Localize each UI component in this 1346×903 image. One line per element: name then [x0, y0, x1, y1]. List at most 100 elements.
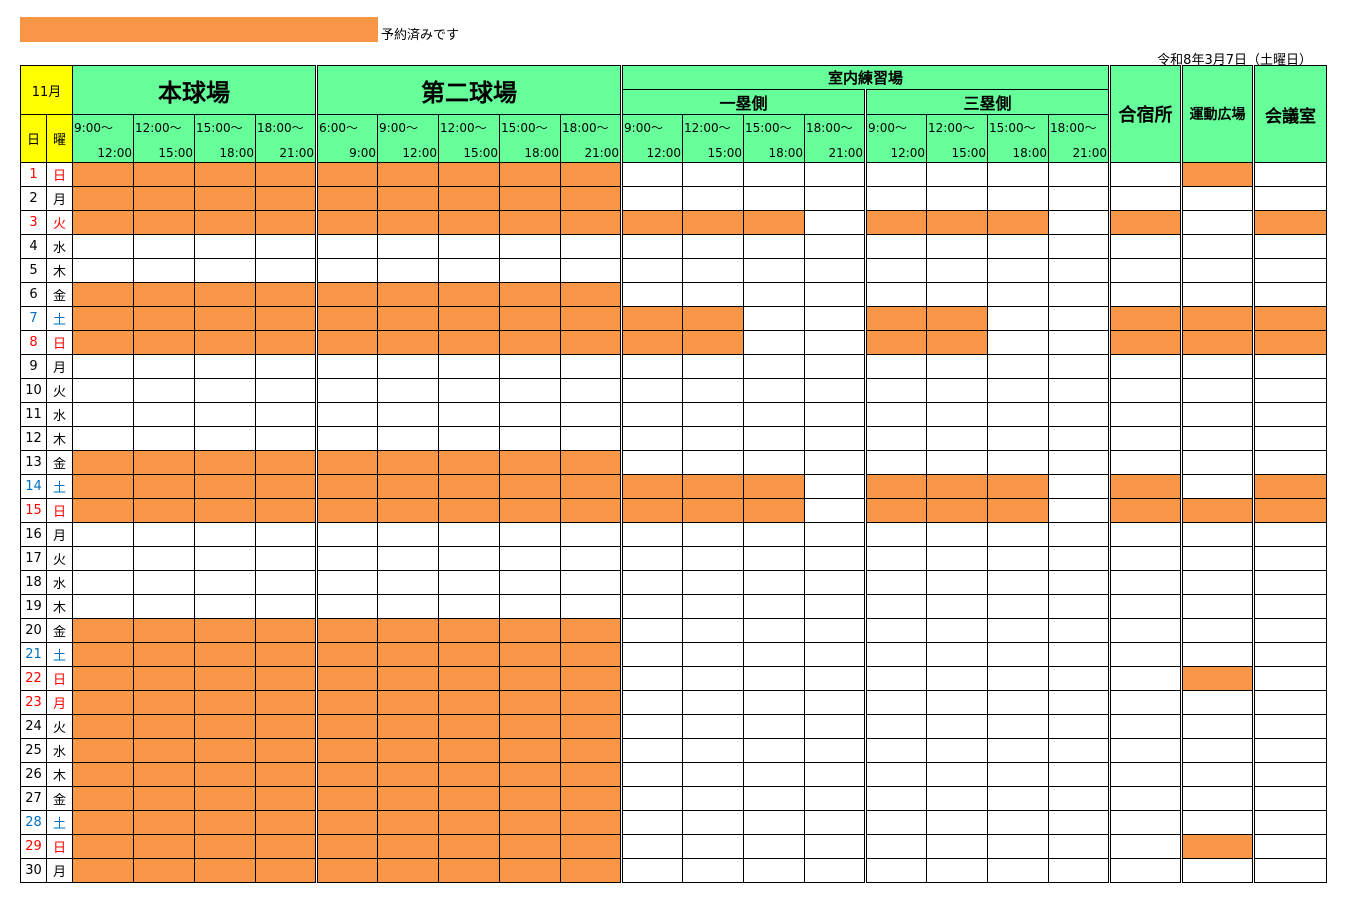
- booked-slot[interactable]: [194, 714, 257, 739]
- booked-slot[interactable]: [255, 330, 318, 355]
- booked-slot[interactable]: [499, 762, 562, 787]
- available-slot[interactable]: [1180, 522, 1255, 547]
- available-slot[interactable]: [620, 522, 684, 547]
- available-slot[interactable]: [743, 282, 806, 307]
- booked-slot[interactable]: [560, 210, 623, 235]
- available-slot[interactable]: [926, 522, 989, 547]
- available-slot[interactable]: [1180, 738, 1255, 763]
- booked-slot[interactable]: [864, 210, 928, 235]
- available-slot[interactable]: [864, 642, 928, 667]
- booked-slot[interactable]: [926, 210, 989, 235]
- booked-slot[interactable]: [133, 858, 196, 883]
- booked-slot[interactable]: [133, 834, 196, 859]
- available-slot[interactable]: [499, 522, 562, 547]
- booked-slot[interactable]: [499, 474, 562, 499]
- available-slot[interactable]: [1180, 786, 1255, 811]
- booked-slot[interactable]: [315, 306, 379, 331]
- booked-slot[interactable]: [1180, 162, 1255, 187]
- available-slot[interactable]: [1180, 282, 1255, 307]
- available-slot[interactable]: [499, 546, 562, 571]
- booked-slot[interactable]: [255, 162, 318, 187]
- booked-slot[interactable]: [194, 450, 257, 475]
- available-slot[interactable]: [1252, 642, 1328, 667]
- booked-slot[interactable]: [682, 498, 745, 523]
- booked-slot[interactable]: [133, 450, 196, 475]
- available-slot[interactable]: [560, 570, 623, 595]
- available-slot[interactable]: [499, 234, 562, 259]
- available-slot[interactable]: [987, 186, 1050, 211]
- available-slot[interactable]: [926, 642, 989, 667]
- available-slot[interactable]: [1048, 690, 1111, 715]
- available-slot[interactable]: [620, 378, 684, 403]
- booked-slot[interactable]: [72, 666, 135, 691]
- available-slot[interactable]: [1252, 162, 1328, 187]
- booked-slot[interactable]: [133, 306, 196, 331]
- available-slot[interactable]: [72, 594, 135, 619]
- available-slot[interactable]: [1180, 474, 1255, 499]
- available-slot[interactable]: [1180, 570, 1255, 595]
- booked-slot[interactable]: [194, 810, 257, 835]
- booked-slot[interactable]: [377, 474, 440, 499]
- booked-slot[interactable]: [72, 618, 135, 643]
- available-slot[interactable]: [743, 234, 806, 259]
- booked-slot[interactable]: [499, 186, 562, 211]
- available-slot[interactable]: [804, 810, 867, 835]
- available-slot[interactable]: [682, 450, 745, 475]
- available-slot[interactable]: [620, 546, 684, 571]
- available-slot[interactable]: [438, 234, 501, 259]
- available-slot[interactable]: [1048, 810, 1111, 835]
- available-slot[interactable]: [926, 378, 989, 403]
- booked-slot[interactable]: [1252, 306, 1328, 331]
- booked-slot[interactable]: [438, 186, 501, 211]
- available-slot[interactable]: [926, 450, 989, 475]
- available-slot[interactable]: [926, 618, 989, 643]
- booked-slot[interactable]: [133, 330, 196, 355]
- available-slot[interactable]: [315, 570, 379, 595]
- available-slot[interactable]: [926, 402, 989, 427]
- available-slot[interactable]: [1252, 258, 1328, 283]
- available-slot[interactable]: [804, 402, 867, 427]
- booked-slot[interactable]: [438, 450, 501, 475]
- available-slot[interactable]: [1252, 690, 1328, 715]
- available-slot[interactable]: [438, 354, 501, 379]
- available-slot[interactable]: [864, 234, 928, 259]
- available-slot[interactable]: [926, 762, 989, 787]
- booked-slot[interactable]: [987, 210, 1050, 235]
- available-slot[interactable]: [926, 282, 989, 307]
- available-slot[interactable]: [1108, 810, 1183, 835]
- available-slot[interactable]: [864, 354, 928, 379]
- booked-slot[interactable]: [194, 642, 257, 667]
- available-slot[interactable]: [987, 618, 1050, 643]
- booked-slot[interactable]: [560, 450, 623, 475]
- available-slot[interactable]: [682, 810, 745, 835]
- available-slot[interactable]: [1048, 834, 1111, 859]
- available-slot[interactable]: [1252, 810, 1328, 835]
- available-slot[interactable]: [560, 234, 623, 259]
- available-slot[interactable]: [987, 594, 1050, 619]
- booked-slot[interactable]: [255, 738, 318, 763]
- booked-slot[interactable]: [377, 498, 440, 523]
- booked-slot[interactable]: [194, 786, 257, 811]
- available-slot[interactable]: [743, 546, 806, 571]
- available-slot[interactable]: [926, 594, 989, 619]
- booked-slot[interactable]: [864, 330, 928, 355]
- available-slot[interactable]: [1252, 858, 1328, 883]
- available-slot[interactable]: [620, 162, 684, 187]
- available-slot[interactable]: [438, 522, 501, 547]
- booked-slot[interactable]: [133, 786, 196, 811]
- booked-slot[interactable]: [377, 858, 440, 883]
- available-slot[interactable]: [926, 570, 989, 595]
- available-slot[interactable]: [499, 378, 562, 403]
- booked-slot[interactable]: [438, 834, 501, 859]
- available-slot[interactable]: [133, 426, 196, 451]
- available-slot[interactable]: [682, 618, 745, 643]
- booked-slot[interactable]: [560, 738, 623, 763]
- available-slot[interactable]: [255, 426, 318, 451]
- available-slot[interactable]: [682, 642, 745, 667]
- booked-slot[interactable]: [194, 282, 257, 307]
- available-slot[interactable]: [1180, 426, 1255, 451]
- available-slot[interactable]: [72, 426, 135, 451]
- available-slot[interactable]: [1048, 186, 1111, 211]
- booked-slot[interactable]: [499, 210, 562, 235]
- booked-slot[interactable]: [255, 690, 318, 715]
